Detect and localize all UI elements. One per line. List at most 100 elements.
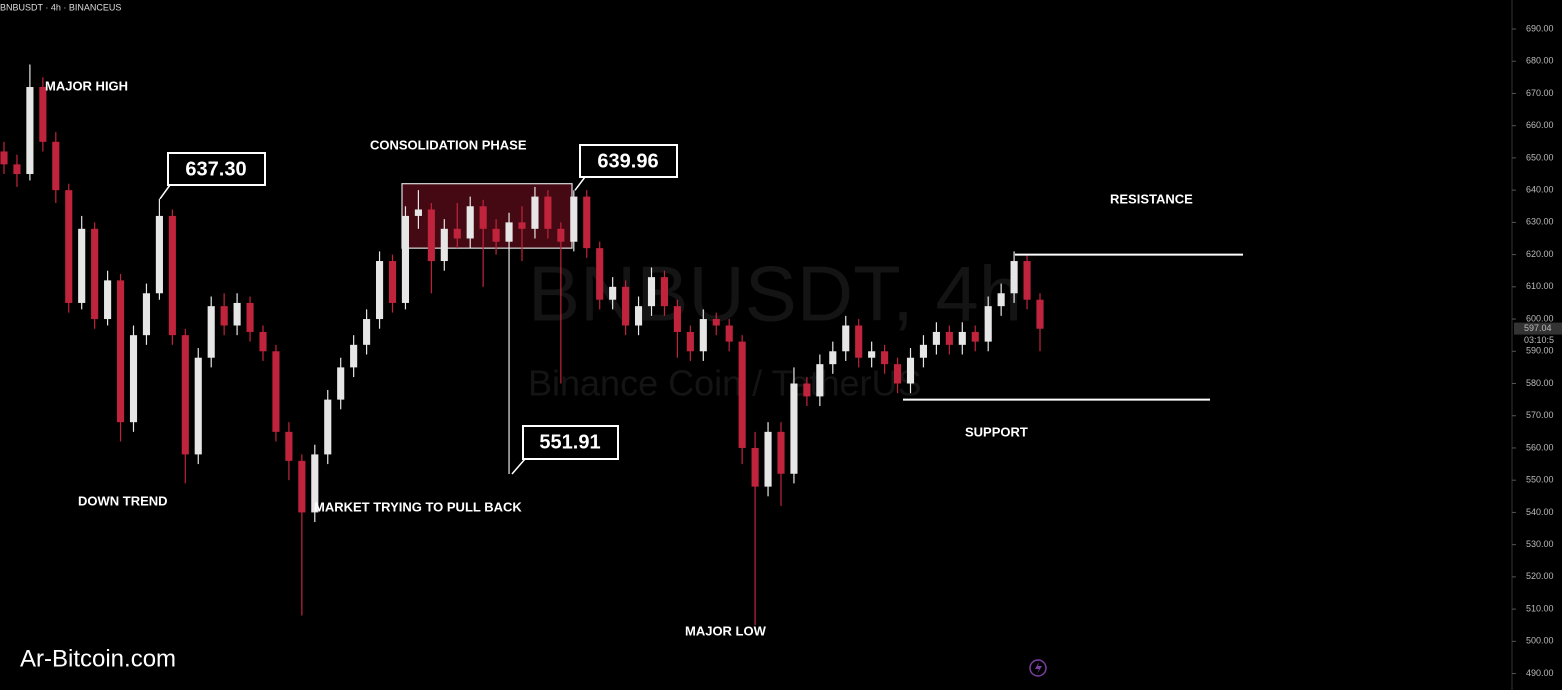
candle-body bbox=[906, 357, 915, 384]
annotation: MARKET TRYING TO PULL BACK bbox=[314, 499, 522, 514]
candle-body bbox=[725, 325, 733, 342]
candle-body bbox=[414, 209, 422, 216]
y-tick-label: 530.00 bbox=[1526, 539, 1554, 549]
candle-body bbox=[531, 196, 539, 229]
candle-body bbox=[997, 293, 1005, 307]
candle-body bbox=[790, 383, 798, 474]
candle-body bbox=[634, 306, 643, 326]
candle-body bbox=[583, 196, 591, 249]
candle-body bbox=[129, 335, 138, 423]
candle-body bbox=[945, 331, 953, 345]
candle-body bbox=[893, 364, 902, 384]
candle-body bbox=[207, 306, 215, 358]
candle-body bbox=[259, 331, 267, 352]
candle-body bbox=[0, 151, 8, 165]
candle-body bbox=[91, 228, 99, 320]
y-tick-label: 580.00 bbox=[1526, 378, 1554, 388]
y-tick-label: 490.00 bbox=[1526, 668, 1554, 678]
candle-body bbox=[1010, 261, 1018, 294]
candle-body bbox=[104, 280, 112, 320]
y-tick-label: 590.00 bbox=[1526, 346, 1554, 356]
consolidation-label: CONSOLIDATION PHASE bbox=[370, 137, 527, 152]
candle-body bbox=[518, 222, 526, 229]
footer: Ar-Bitcoin.com bbox=[20, 645, 176, 672]
candle-body bbox=[78, 228, 86, 303]
y-tick-label: 600.00 bbox=[1526, 313, 1554, 323]
y-tick-label: 610.00 bbox=[1526, 281, 1554, 291]
candle-body bbox=[401, 215, 410, 303]
candle-body bbox=[466, 206, 474, 239]
candle-body bbox=[168, 215, 176, 336]
candle-body bbox=[868, 351, 876, 358]
annotation: MAJOR LOW bbox=[685, 623, 767, 638]
price-tag-label: 597.04 bbox=[1524, 323, 1552, 333]
candle-body bbox=[958, 331, 966, 345]
callout-box bbox=[579, 144, 678, 178]
callout-leader bbox=[574, 176, 586, 191]
callout: 639.96 bbox=[579, 144, 678, 178]
candle-body bbox=[363, 319, 371, 345]
candle-body bbox=[1023, 261, 1031, 300]
candle-body bbox=[181, 335, 189, 455]
candle-body bbox=[116, 280, 125, 423]
candle-body bbox=[919, 344, 928, 358]
candle-body bbox=[660, 277, 669, 307]
candle-body bbox=[1036, 299, 1044, 329]
candle-body bbox=[673, 306, 681, 332]
candle-body bbox=[233, 302, 241, 326]
candle-body bbox=[194, 357, 202, 455]
candle-body bbox=[932, 331, 940, 345]
candle-body bbox=[738, 341, 746, 448]
candle-body bbox=[609, 286, 617, 300]
candle-body bbox=[388, 261, 397, 303]
watermark-subtitle: Binance Coin / TetherUS bbox=[528, 363, 922, 404]
candle-body bbox=[596, 248, 604, 300]
candle-body bbox=[803, 383, 811, 397]
callout: 637.30 bbox=[167, 152, 266, 186]
resistance-label: RESISTANCE bbox=[1110, 191, 1193, 206]
candle-body bbox=[751, 447, 759, 487]
callout-label: 639.96 bbox=[597, 150, 658, 172]
y-tick-label: 650.00 bbox=[1526, 152, 1554, 162]
y-tick-label: 570.00 bbox=[1526, 410, 1554, 420]
candle-body bbox=[971, 331, 979, 342]
countdown: 03:10:5 bbox=[1524, 335, 1554, 345]
y-tick-label: 510.00 bbox=[1526, 603, 1554, 613]
candle-body bbox=[505, 222, 513, 242]
candle-body bbox=[557, 228, 565, 242]
callout-label: 637.30 bbox=[185, 158, 246, 180]
candle-body bbox=[65, 190, 73, 303]
callout-box bbox=[167, 152, 266, 186]
plot bbox=[0, 64, 1044, 626]
callout-leader bbox=[511, 458, 526, 475]
candle-body bbox=[142, 293, 151, 336]
candle-body bbox=[427, 209, 435, 262]
candle-body bbox=[285, 431, 293, 461]
candle-body bbox=[453, 228, 461, 239]
candle-body bbox=[855, 325, 863, 358]
price-tag bbox=[1514, 322, 1562, 335]
candle-body bbox=[647, 277, 656, 307]
y-tick-label: 500.00 bbox=[1526, 636, 1554, 646]
candle-body bbox=[816, 364, 824, 397]
candle-body bbox=[220, 306, 228, 326]
annotation: DOWN TREND bbox=[78, 493, 168, 508]
candle-body bbox=[246, 302, 254, 332]
candle-body bbox=[764, 431, 772, 487]
support-label: SUPPORT bbox=[965, 424, 1028, 439]
annotation: MAJOR HIGH bbox=[45, 78, 128, 93]
candle-body bbox=[984, 306, 992, 342]
candle-body bbox=[155, 215, 163, 294]
candle-body bbox=[298, 460, 306, 513]
alert-icon[interactable] bbox=[1029, 659, 1047, 677]
callout-label: 551.91 bbox=[539, 431, 600, 453]
y-tick-label: 550.00 bbox=[1526, 475, 1554, 485]
callout: 551.91 bbox=[522, 425, 619, 460]
candle-body bbox=[272, 351, 280, 432]
y-tick-label: 640.00 bbox=[1526, 185, 1554, 195]
candle-body bbox=[311, 454, 319, 513]
candle-body bbox=[829, 351, 837, 365]
y-tick-label: 690.00 bbox=[1526, 23, 1554, 33]
